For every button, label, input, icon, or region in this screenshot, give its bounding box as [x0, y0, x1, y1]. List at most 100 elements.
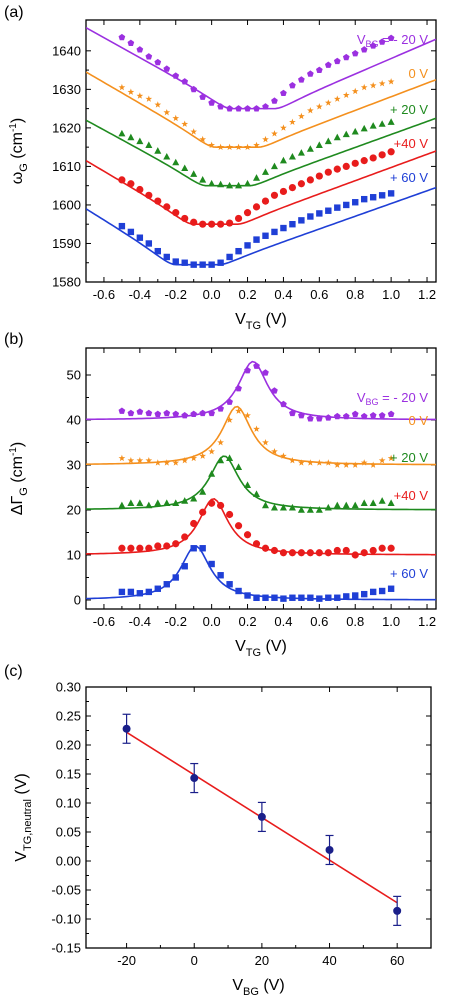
data-point: [235, 143, 242, 150]
data-point: [369, 154, 377, 162]
y-tick-label: 50: [67, 368, 81, 383]
fit-curve: [86, 405, 436, 466]
data-point: [393, 906, 402, 915]
data-point: [324, 99, 332, 106]
x-tick-label: 0.6: [310, 287, 328, 302]
data-point: [208, 470, 216, 477]
data-point: [360, 46, 368, 53]
data-point: [262, 135, 269, 143]
data-point: [217, 572, 224, 579]
series-label-main: V: [357, 32, 366, 47]
data-point: [172, 540, 180, 548]
data-point: [235, 407, 242, 414]
data-point: [271, 228, 278, 236]
data-point: [280, 124, 287, 131]
data-point: [342, 461, 350, 468]
data-point: [226, 398, 233, 405]
data-point: [297, 549, 305, 557]
x-tick-label: -0.6: [93, 614, 115, 629]
y-tick-label: -0.10: [51, 912, 81, 927]
y-tick-label: 0.05: [56, 825, 81, 840]
data-point: [289, 81, 296, 89]
data-point: [261, 197, 270, 205]
data-point: [163, 542, 171, 550]
data-point: [369, 546, 377, 555]
fit-curve: [86, 545, 436, 601]
y-axis-label-unit: (V): [13, 773, 30, 799]
data-point: [136, 137, 144, 145]
data-point: [315, 506, 323, 513]
data-point: [154, 542, 162, 550]
y-tick-label: 1630: [52, 82, 81, 97]
x-tick-label: 0.4: [274, 287, 292, 302]
data-point: [324, 459, 332, 466]
data-point: [225, 219, 234, 227]
data-point: [154, 147, 162, 154]
data-point: [271, 447, 278, 455]
data-point: [154, 410, 162, 417]
data-point: [217, 180, 225, 188]
data-point: [261, 168, 270, 175]
series-label-sub: BG: [365, 397, 378, 407]
data-point: [307, 213, 314, 220]
data-point: [118, 33, 126, 41]
data-point: [208, 141, 215, 149]
data-point: [351, 461, 359, 468]
series-label-main: V: [357, 390, 366, 405]
y-tick-label: 0.20: [56, 738, 81, 753]
x-tick-label: 0.2: [238, 614, 256, 629]
series-label-main: + 20 V: [390, 450, 428, 465]
data-point: [208, 447, 215, 455]
fit-curve: [86, 71, 436, 148]
data-point: [351, 127, 359, 135]
series-label: + 60 V: [390, 566, 428, 581]
data-point: [369, 588, 377, 596]
x-axis-label-main: V: [235, 311, 246, 328]
data-point: [145, 240, 153, 247]
data-point: [280, 89, 287, 97]
data-point: [352, 199, 359, 206]
data-point: [315, 141, 323, 148]
data-point: [315, 549, 323, 557]
data-point: [306, 549, 314, 557]
x-tick-label: -20: [117, 953, 136, 968]
data-point: [217, 501, 225, 510]
plot-frame: [85, 347, 437, 610]
data-point: [333, 95, 341, 102]
data-point: [280, 452, 287, 459]
data-point: [378, 544, 386, 552]
data-point: [297, 506, 305, 513]
data-point: [253, 594, 260, 601]
y-axis-label-close: ): [9, 442, 26, 447]
data-point: [252, 490, 261, 497]
data-point: [244, 411, 251, 419]
data-point: [333, 412, 341, 420]
fit-curve: [86, 455, 436, 511]
data-point: [172, 72, 180, 79]
data-point: [378, 80, 386, 87]
data-point: [235, 247, 242, 255]
data-point: [271, 387, 278, 394]
y-axis-label-close: ): [9, 118, 26, 123]
series-label-main: 0 V: [408, 66, 428, 81]
data-point: [307, 107, 314, 114]
data-point: [199, 452, 207, 459]
data-point: [289, 456, 296, 464]
data-point: [190, 519, 198, 528]
data-point: [226, 454, 234, 461]
data-point: [217, 259, 224, 266]
y-tick-label: 0: [74, 593, 81, 608]
series-label-rest: = - 20 V: [379, 32, 429, 47]
data-point: [136, 234, 144, 241]
data-point: [199, 488, 207, 495]
data-point: [190, 454, 198, 462]
data-point: [163, 409, 171, 417]
data-point: [127, 409, 135, 417]
data-point: [252, 174, 261, 181]
data-point: [145, 588, 153, 596]
data-point: [145, 456, 153, 464]
data-point: [163, 459, 171, 466]
y-axis-label-sub: TG,neutral: [22, 799, 34, 851]
data-point: [315, 103, 323, 110]
data-point: [244, 242, 251, 249]
